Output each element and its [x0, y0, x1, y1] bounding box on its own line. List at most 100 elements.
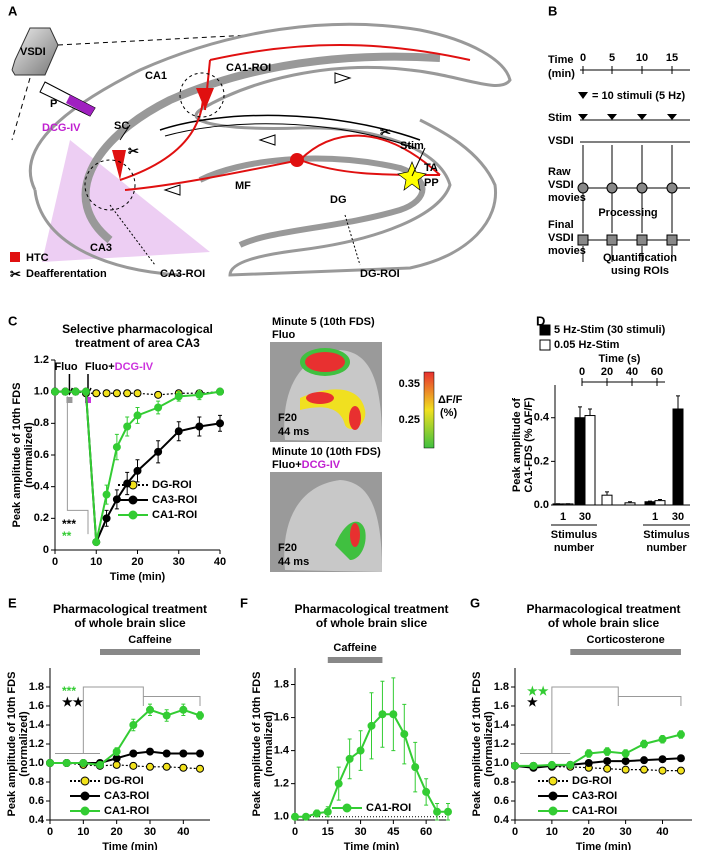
data-point	[312, 809, 321, 818]
data-point	[196, 764, 204, 773]
y-tick-label: 0.4	[34, 481, 50, 493]
label: movies	[548, 192, 586, 204]
data-point	[640, 756, 649, 765]
x-tick-label: 40	[177, 826, 189, 838]
y-axis-label: (normalized)	[263, 711, 275, 777]
data-point	[566, 760, 575, 769]
application-marker	[66, 397, 73, 403]
y-axis-label: Peak amplitude of 10th FDS	[11, 383, 23, 528]
slice-outline	[33, 189, 181, 277]
legend-marker	[80, 776, 90, 786]
y-tick-label: 1.6	[494, 700, 509, 712]
data-point	[584, 759, 593, 767]
error-bar	[605, 491, 609, 496]
colorbar-tick: 0.25	[399, 414, 420, 426]
legend-label: 0.05 Hz-Stim	[554, 339, 620, 351]
y-tick-label: 1.2	[34, 354, 49, 366]
legend-label: CA3-ROI	[104, 790, 149, 802]
x-tick-label: 30	[620, 826, 632, 838]
x-tick-label: 45	[387, 826, 399, 838]
label: CA3	[90, 242, 112, 254]
significance-bracket	[66, 396, 89, 535]
y-tick-label: 1.0	[494, 757, 509, 769]
legend-marker	[548, 791, 558, 801]
data-point	[154, 403, 163, 412]
panel-letter: D	[536, 313, 545, 328]
y-tick-label: 0	[43, 544, 49, 556]
chart-title: of whole brain slice	[548, 616, 660, 630]
data-point	[291, 812, 299, 821]
chart-title: Pharmacological treatment	[53, 602, 207, 616]
data-point	[584, 749, 593, 758]
tick-label: 0	[580, 52, 586, 64]
legend-swatch	[539, 324, 551, 336]
pipette-drug	[66, 95, 95, 116]
data-point	[547, 760, 556, 769]
top-tick-label: 40	[626, 366, 638, 378]
data-point	[133, 389, 142, 398]
data-point	[162, 711, 171, 720]
bar	[654, 500, 666, 506]
y-axis-label: (normalized)	[18, 711, 30, 777]
neuron	[112, 88, 214, 180]
legend-marker	[128, 510, 138, 520]
treatment-label: Corticosterone	[587, 634, 665, 646]
htc-pathway	[119, 44, 471, 191]
data-point	[102, 514, 111, 523]
chart-title: Pharmacological treatment	[294, 602, 448, 616]
fiber	[164, 123, 416, 149]
data-point	[529, 761, 538, 770]
data-point	[323, 807, 332, 816]
label: 44 ms	[278, 556, 309, 568]
legend-label: CA1-ROI	[366, 802, 411, 814]
scissors-icon: ✂	[380, 124, 391, 139]
movie-icons	[577, 182, 678, 246]
panel-letter: C	[8, 313, 18, 328]
scissors-icon: ✂	[10, 266, 21, 281]
label: TA	[424, 162, 438, 174]
data-point	[216, 419, 224, 428]
data-point	[179, 749, 188, 758]
data-point	[112, 443, 121, 452]
chart-title: of whole brain slice	[74, 616, 186, 630]
x-axis-label: number	[646, 542, 687, 554]
y-tick-label: 1.8	[274, 678, 289, 690]
x-axis-label: Time (min)	[576, 841, 632, 850]
data-point	[603, 747, 612, 756]
data-point	[658, 766, 667, 775]
y-axis-label: (normalized)	[23, 422, 35, 488]
label: Quantification	[603, 252, 677, 264]
label: using ROIs	[611, 265, 669, 277]
activity	[306, 392, 334, 404]
data-point	[102, 389, 111, 398]
panel-letter: G	[470, 595, 480, 610]
label: Fluo	[272, 329, 295, 341]
panel-letter: B	[548, 3, 557, 18]
data-point	[621, 749, 630, 758]
data-point	[444, 807, 452, 816]
panel-letter: A	[8, 3, 18, 18]
data-point	[422, 787, 431, 796]
data-point	[621, 757, 630, 766]
y-tick-label: 1.2	[29, 738, 44, 750]
legend-label: DG-ROI	[104, 775, 144, 787]
x-tick-label: 40	[214, 556, 226, 568]
data-point	[334, 779, 343, 788]
data-point	[400, 730, 409, 739]
data-point	[96, 760, 104, 769]
label: P	[50, 98, 57, 110]
label: VSDI	[20, 46, 46, 58]
data-point	[511, 761, 519, 770]
label: Minute 10 (10th FDS)	[272, 446, 381, 458]
data-point	[102, 490, 111, 499]
label: SC	[114, 120, 129, 132]
legend-marker	[128, 495, 138, 505]
label: Time	[548, 54, 573, 66]
treatment-bar	[327, 657, 383, 663]
x-axis-label: Stimulus	[643, 529, 689, 541]
legend-swatch	[539, 339, 551, 351]
series-line	[515, 733, 682, 767]
tick-label: 5	[609, 52, 615, 64]
vsdi-images: C Minute 5 (10th FDS) Fluo F20 44 ms Min…	[8, 313, 463, 572]
label: F20	[278, 542, 297, 554]
